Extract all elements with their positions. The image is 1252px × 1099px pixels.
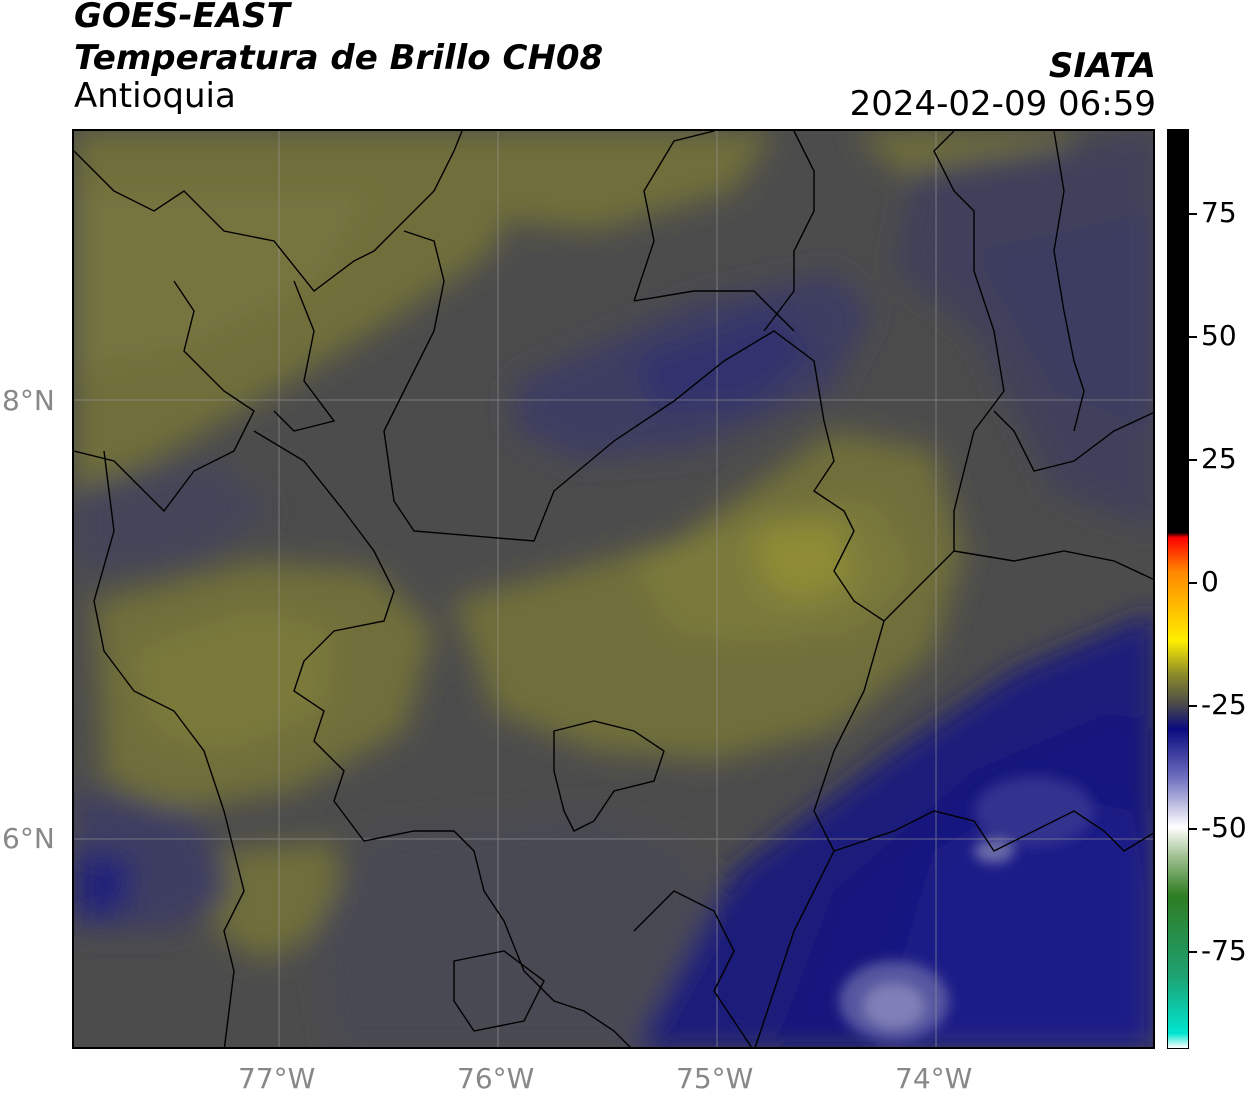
lon-label-75w: 75°W — [676, 1062, 754, 1095]
colorbar-tick-label: 0 — [1201, 564, 1219, 598]
lat-label-6n: 6°N — [2, 822, 55, 855]
colorbar-tick-label: 75 — [1201, 195, 1237, 229]
region-label: Antioquia — [74, 76, 236, 116]
temperature-field — [74, 131, 1153, 1047]
colorbar-tick-label: -75 — [1201, 933, 1247, 967]
graticule — [74, 131, 1153, 1047]
lon-label-74w: 74°W — [895, 1062, 973, 1095]
agency-label: SIATA — [1048, 46, 1156, 86]
product-title: Temperatura de Brillo CH08 — [74, 38, 604, 78]
boundaries — [74, 131, 1153, 1047]
title-block-right: SIATA 2024-02-09 06:59 — [850, 44, 1156, 122]
satellite-title: GOES-EAST — [74, 0, 290, 36]
colorbar-tick-label: -50 — [1201, 810, 1247, 844]
lon-label-76w: 76°W — [457, 1062, 535, 1095]
colorbar-tick-label: 50 — [1201, 318, 1237, 352]
cold-cloud-tops — [839, 776, 1094, 1041]
colorbar-tick — [1189, 212, 1197, 215]
colorbar-tick — [1189, 704, 1197, 707]
brightness-temperature-map[interactable] — [72, 129, 1155, 1049]
colorbar-tick — [1189, 950, 1197, 953]
datetime-label: 2024-02-09 06:59 — [849, 84, 1156, 124]
colorbar-tick — [1189, 458, 1197, 461]
colorbar-tick — [1189, 335, 1197, 338]
map-canvas — [74, 131, 1153, 1047]
colorbar-tick — [1189, 581, 1197, 584]
lon-label-77w: 77°W — [238, 1062, 316, 1095]
lat-label-8n: 8°N — [2, 384, 55, 417]
title-block: GOES-EAST Temperatura de Brillo CH08 Ant… — [74, 0, 603, 114]
colorbar-tick — [1189, 827, 1197, 830]
temperature-colorbar — [1167, 129, 1189, 1049]
colorbar-tick-label: 25 — [1201, 441, 1237, 475]
colorbar-tick-label: -25 — [1201, 687, 1247, 721]
